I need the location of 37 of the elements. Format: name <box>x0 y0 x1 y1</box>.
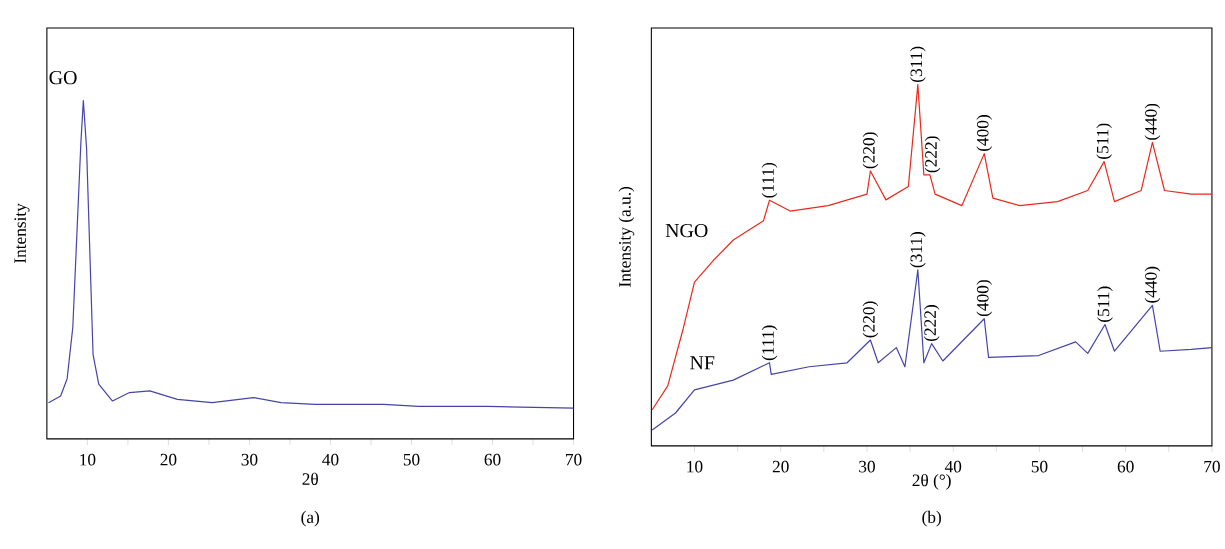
text: (b) <box>922 511 941 527</box>
x-tick-label: 60 <box>484 454 501 466</box>
x-tick-label: 30 <box>241 454 258 466</box>
x-tick-label: 70 <box>1204 461 1220 473</box>
x-axis-title: 2θ (°) <box>912 474 951 490</box>
x-tick-label: 30 <box>859 461 875 473</box>
annotation: (400) <box>976 115 993 152</box>
x-tick-label: 40 <box>944 461 962 473</box>
annotation: (511) <box>1096 123 1112 160</box>
x-tick-label: 40 <box>322 454 339 466</box>
y-axis-title: Intensity (a.u.) <box>618 187 635 288</box>
annotation: (220) <box>862 132 879 169</box>
x-tick-label: 50 <box>403 454 420 466</box>
x-tick-label: 50 <box>1031 461 1048 473</box>
x-tick-label: 10 <box>80 454 96 466</box>
x-tick-label: 20 <box>160 454 177 466</box>
annotation: (111) <box>761 163 778 198</box>
x-tick-label: 20 <box>772 461 789 473</box>
annotation: (511) <box>1097 286 1113 323</box>
x-axis-title: 2θ <box>302 472 318 486</box>
series-label: NGO <box>665 224 708 238</box>
y-axis-title: Intensity <box>14 203 30 264</box>
annotation: (440) <box>1144 104 1161 141</box>
x-tick-label: 60 <box>1117 461 1134 473</box>
annotation: (222) <box>923 305 940 342</box>
annotation: (220) <box>862 301 879 338</box>
annotation: (311) <box>910 232 926 268</box>
annotation: (311) <box>910 46 926 83</box>
annotation: (222) <box>924 136 941 173</box>
annotation: (111) <box>761 325 778 361</box>
annotation: (440) <box>1144 266 1161 303</box>
text: (a) <box>301 511 320 527</box>
series-label: GO <box>49 71 77 85</box>
x-tick-label: 70 <box>566 454 582 466</box>
annotation: (400) <box>976 280 993 317</box>
x-tick-label: 10 <box>687 461 703 473</box>
series-label: NF <box>690 356 715 370</box>
